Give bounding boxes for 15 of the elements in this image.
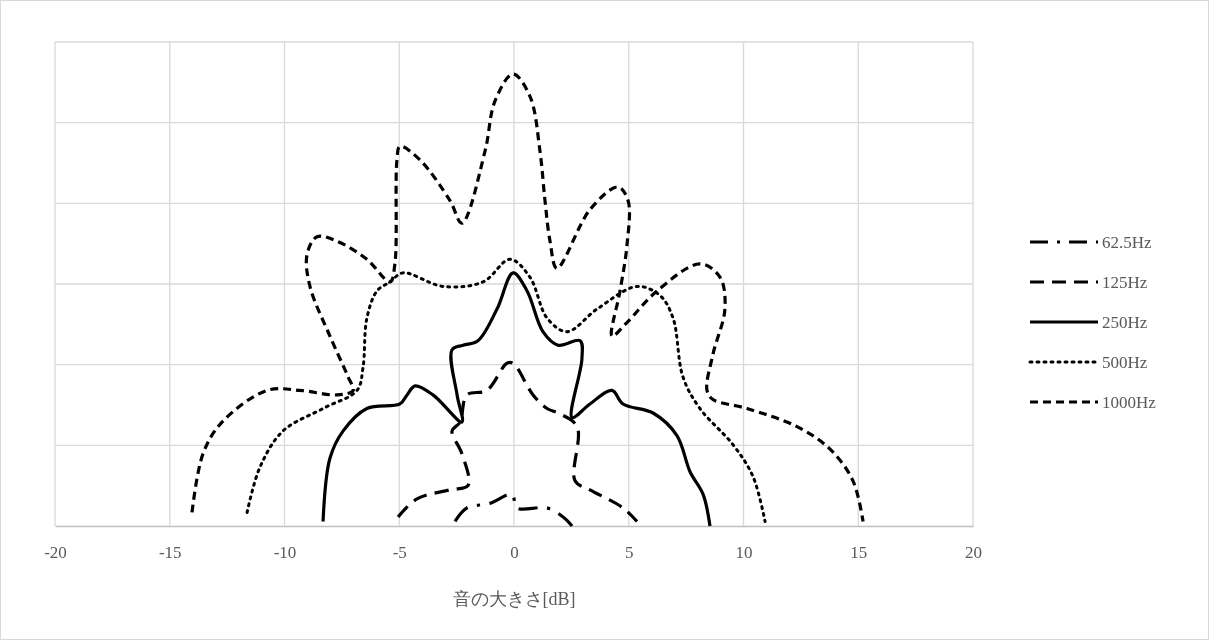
x-tick-label: 15 (850, 543, 868, 563)
x-tick-label: 20 (965, 543, 982, 563)
legend-label: 62.5Hz (1102, 233, 1153, 252)
x-tick-label: -20 (44, 543, 67, 563)
legend-label: 500Hz (1102, 353, 1148, 372)
x-tick-label: -15 (158, 543, 182, 563)
x-tick-label: 10 (735, 543, 753, 563)
legend-label: 1000Hz (1102, 393, 1157, 412)
x-axis-title: 音の大きさ[dB] (452, 589, 576, 609)
x-tick-label: -10 (273, 543, 297, 563)
x-tick-label: 5 (625, 543, 634, 563)
x-tick-label: 0 (510, 543, 519, 563)
legend-label: 125Hz (1102, 273, 1148, 292)
x-tick-label: -5 (392, 543, 407, 563)
legend-label: 250Hz (1102, 313, 1148, 332)
